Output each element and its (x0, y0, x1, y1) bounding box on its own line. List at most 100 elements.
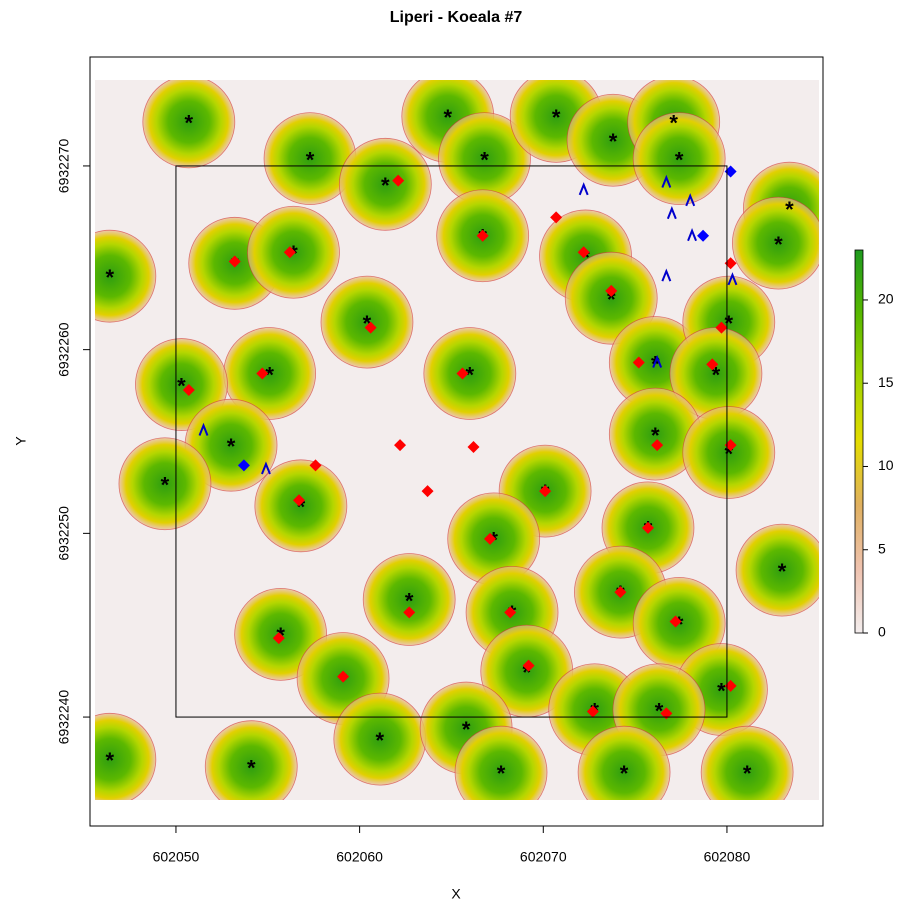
colorbar-tick-label: 20 (878, 291, 894, 307)
diamond-marker (577, 246, 590, 259)
tree-top: * (247, 755, 256, 780)
tree-top: * (675, 612, 684, 637)
crown (577, 725, 671, 800)
x-tick-label: 602080 (704, 849, 751, 865)
tree-top: * (655, 699, 664, 724)
plot-frame (89, 56, 824, 827)
crown (338, 137, 432, 231)
x-axis-label: X (451, 886, 461, 902)
caret-marker (666, 206, 677, 220)
tree-top: * (724, 441, 733, 466)
diamond-marker (660, 707, 673, 720)
tree-top: * (785, 197, 794, 222)
tree-top: * (774, 232, 783, 257)
crown (204, 720, 298, 800)
diamond-marker (504, 606, 517, 619)
caret-marker (261, 461, 271, 475)
tree-top: * (724, 311, 733, 336)
crown (362, 553, 456, 646)
caret-marker (685, 193, 696, 207)
crown (423, 327, 517, 420)
y-tick-label: 6932250 (56, 506, 72, 561)
tree-top: * (185, 111, 194, 136)
tree-top: * (462, 717, 471, 742)
diamond-marker (697, 229, 710, 242)
crown (320, 275, 414, 369)
diamond-marker (632, 356, 645, 369)
tree-top: * (265, 362, 274, 387)
tree-top: * (675, 147, 684, 172)
crown (95, 229, 157, 323)
colorbar-tick-label: 5 (878, 540, 886, 556)
tree-top: * (106, 265, 115, 290)
tree-top: * (712, 362, 721, 387)
tree-top: * (609, 129, 618, 154)
tree-top: * (552, 105, 561, 130)
tree-top: * (651, 423, 660, 448)
diamond-marker (337, 670, 350, 683)
tree-top: * (669, 111, 678, 136)
tree-top: * (620, 761, 629, 786)
diamond-marker (228, 255, 241, 268)
x-tick-label: 602050 (153, 849, 200, 865)
y-tick-label: 6932270 (56, 138, 72, 193)
colorbar-tick-label: 0 (878, 624, 886, 640)
diamond-marker (724, 439, 737, 452)
caret-marker (661, 268, 672, 282)
diamond-marker (724, 165, 737, 178)
diamond-marker (421, 485, 434, 498)
tree-top: * (381, 173, 390, 198)
tree-top: * (363, 311, 372, 336)
diamond-marker (256, 367, 269, 380)
x-tick-label: 602060 (336, 849, 383, 865)
diamond-marker (706, 358, 719, 371)
crown (632, 112, 726, 205)
diamond-marker (403, 606, 416, 619)
tree-top: * (443, 105, 452, 130)
tree-top: * (227, 434, 236, 459)
caret-marker (198, 422, 209, 436)
caret-marker (652, 354, 663, 368)
diamond-marker (309, 459, 322, 472)
crown (700, 725, 794, 800)
diamond-marker (586, 705, 599, 718)
caret-marker (727, 272, 738, 286)
diamond-marker (467, 441, 480, 454)
tree-top: * (497, 761, 506, 786)
colorbar-tick-label: 15 (878, 374, 894, 390)
diamond-marker (614, 586, 627, 599)
x-tick-label: 602070 (520, 849, 567, 865)
chart-title: Liperi - Koeala #7 (390, 9, 523, 26)
crown (95, 712, 157, 800)
marks: ****************************************… (106, 105, 795, 786)
tree-top: * (177, 373, 186, 398)
tree-top: * (607, 287, 616, 312)
diamond-marker (283, 246, 296, 259)
diamond-marker (476, 229, 489, 242)
crown (142, 80, 236, 169)
tree-top: * (376, 728, 385, 753)
y-tick-label: 6932240 (56, 690, 72, 745)
crown (682, 406, 776, 499)
diamond-marker (456, 367, 469, 380)
colorbar-tick-label: 10 (878, 457, 894, 473)
crown (731, 196, 819, 290)
tree-top: * (466, 362, 475, 387)
diamond-marker (605, 284, 618, 297)
crowns (95, 80, 819, 800)
diamond-marker (715, 321, 728, 334)
diamond-marker (724, 257, 737, 270)
y-axis-label: Y (13, 436, 29, 446)
diamond-marker (724, 679, 737, 692)
tree-top: * (297, 495, 306, 520)
diamond-marker (669, 615, 682, 628)
diamond-marker (550, 211, 563, 224)
diamond-marker (272, 632, 285, 645)
diamond-marker (651, 439, 664, 452)
diamond-marker (394, 439, 407, 452)
tree-top: * (581, 245, 590, 270)
crown (735, 523, 819, 617)
tree-top: * (480, 147, 489, 172)
tree-top: * (522, 660, 531, 685)
